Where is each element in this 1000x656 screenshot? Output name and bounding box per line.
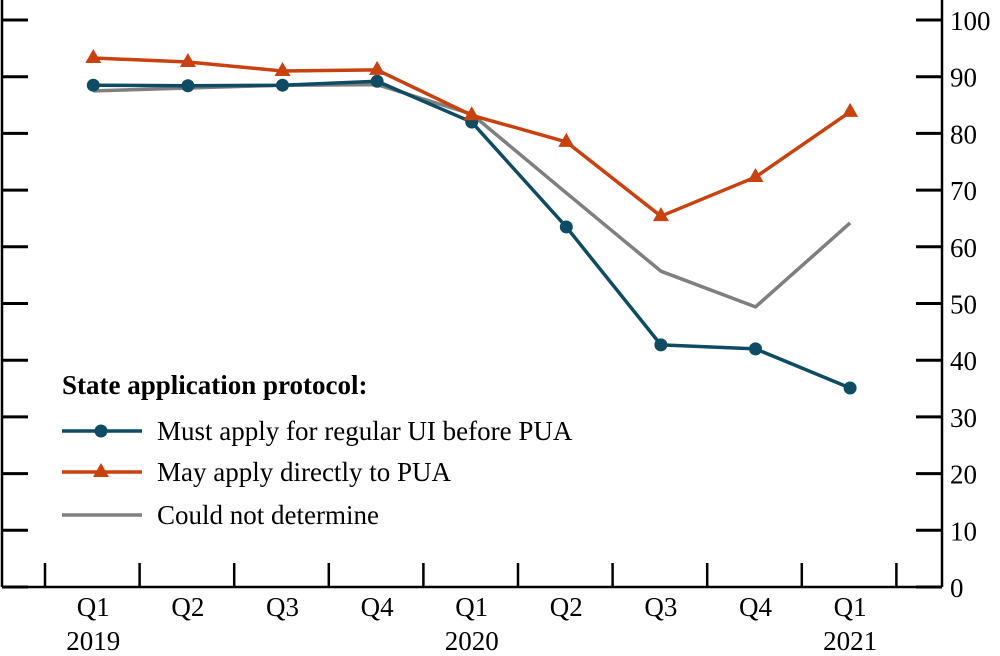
data-point xyxy=(179,52,196,67)
y-tick-label: 60 xyxy=(950,233,977,263)
data-point xyxy=(85,48,102,63)
y-tick-label: 100 xyxy=(950,6,991,36)
data-point xyxy=(276,78,289,92)
x-tick-year-label: 2021 xyxy=(823,626,877,656)
legend-label: Could not determine xyxy=(157,500,379,530)
data-point xyxy=(370,74,384,88)
series-layer xyxy=(85,48,859,395)
axes xyxy=(0,0,944,589)
legend-item: Must apply for regular UI before PUA xyxy=(62,416,573,446)
x-tick-year-label: 2019 xyxy=(66,626,120,656)
x-tick-year-label: 2020 xyxy=(445,626,499,656)
x-tick-label: Q3 xyxy=(266,592,299,622)
x-tick-label: Q4 xyxy=(361,592,394,622)
x-tick-label: Q3 xyxy=(644,592,677,622)
x-axis-ticks: Q1 2019 Q2 Q3 Q4 Q1 2020 Q2 Q3 Q4 Q1 2021 xyxy=(43,563,898,656)
legend: State application protocol: Must apply f… xyxy=(62,370,573,530)
y-tick-label: 80 xyxy=(950,119,977,149)
y-axis-ticks: 0 10 20 30 40 50 60 70 80 90 100 xyxy=(2,6,991,603)
data-point xyxy=(843,381,857,395)
x-tick-label: Q1 xyxy=(77,592,110,622)
legend-marker-circle xyxy=(94,424,108,438)
series-line xyxy=(93,56,852,218)
y-tick-label: 40 xyxy=(950,346,977,376)
data-point xyxy=(842,102,859,117)
y-tick-label: 20 xyxy=(950,460,977,490)
data-point xyxy=(463,106,480,121)
y-tick-label: 90 xyxy=(950,63,977,93)
data-point xyxy=(181,79,195,93)
legend-item: Could not determine xyxy=(62,500,379,530)
legend-item: May apply directly to PUA xyxy=(62,457,451,487)
y-tick-label: 70 xyxy=(950,176,977,206)
series-0 xyxy=(86,74,857,395)
y-tick-label: 50 xyxy=(950,290,977,320)
x-tick-label: Q1 xyxy=(455,592,488,622)
x-tick-label: Q4 xyxy=(739,592,772,622)
data-point xyxy=(749,342,762,356)
data-point xyxy=(747,168,764,183)
data-point xyxy=(559,220,573,234)
series-1 xyxy=(85,48,859,222)
x-tick-label: Q1 xyxy=(834,592,867,622)
data-point xyxy=(558,132,575,147)
y-tick-label: 30 xyxy=(950,403,977,433)
legend-label: May apply directly to PUA xyxy=(157,457,451,487)
y-tick-label: 10 xyxy=(950,516,977,546)
legend-marker-triangle xyxy=(93,463,109,477)
data-point xyxy=(654,338,668,352)
y-tick-label: 0 xyxy=(950,573,964,603)
x-tick-label: Q2 xyxy=(171,592,204,622)
legend-label: Must apply for regular UI before PUA xyxy=(157,416,573,446)
legend-title: State application protocol: xyxy=(62,370,368,400)
data-point xyxy=(369,60,386,75)
data-point xyxy=(652,207,669,222)
x-tick-label: Q2 xyxy=(550,592,583,622)
data-point xyxy=(86,78,100,92)
data-point xyxy=(274,62,291,77)
